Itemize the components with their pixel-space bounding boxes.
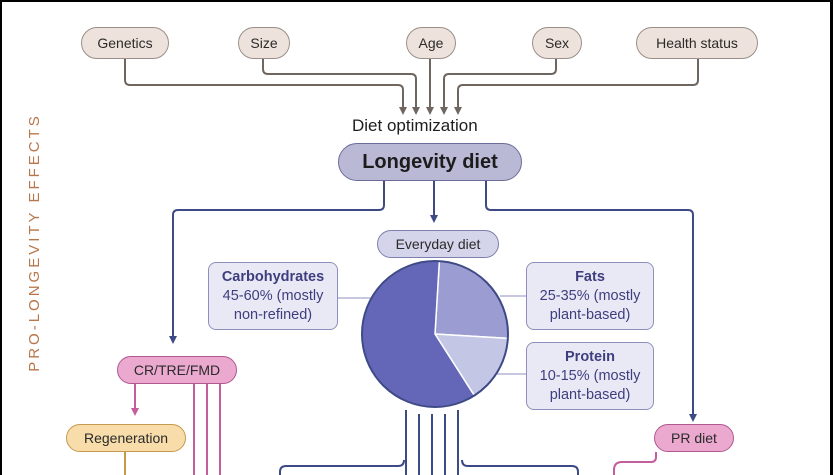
protein-title: Protein [565, 349, 615, 365]
side-label-text: PRO-LONGEVITY EFFECTS [25, 112, 43, 372]
fats-line1: 25-35% (mostly [539, 288, 641, 304]
pie-slice-fats [434, 260, 509, 340]
carbohydrates-title: Carbohydrates [221, 269, 325, 285]
sex-connector [440, 58, 557, 115]
factor-health-status: Health status [636, 27, 758, 59]
diet-optimization-label: Diet optimization [352, 116, 478, 135]
pr-connector [613, 452, 657, 475]
lower-right-connector [461, 459, 579, 475]
fats-line2: plant-based) [549, 307, 631, 323]
longevity-diet-node: Longevity diet [338, 143, 522, 181]
genetics-connector [124, 58, 407, 115]
fats-title: Fats [575, 269, 605, 285]
carbohydrates-line2: non-refined) [233, 307, 313, 323]
everyday-diet-node: Everyday diet [377, 230, 499, 258]
factor-connectors [124, 58, 699, 115]
lower-left-connector [279, 459, 405, 475]
side-label: PRO-LONGEVITY EFFECTS [24, 92, 44, 392]
pink-connectors [131, 382, 657, 475]
protein-line1: 10-15% (mostly [539, 368, 641, 384]
factor-size: Size [238, 27, 290, 59]
carbohydrates-box: Carbohydrates 45-60% (mostly non-refined… [208, 262, 338, 330]
to-pr-connector [485, 180, 697, 422]
size-connector [262, 58, 420, 115]
cr-tre-fmd-node: CR/TRE/FMD [117, 356, 237, 384]
fats-box: Fats 25-35% (mostly plant-based) [526, 262, 654, 330]
regeneration-node: Regeneration [66, 424, 186, 452]
macronutrient-pie [361, 260, 509, 408]
factor-genetics: Genetics [81, 27, 169, 59]
to-cr-connector [169, 180, 385, 344]
protein-box: Protein 10-15% (mostly plant-based) [526, 342, 654, 410]
health-connector [454, 58, 699, 115]
factor-sex: Sex [532, 27, 582, 59]
diet-connectors [169, 180, 697, 475]
pr-diet-node: PR diet [654, 424, 734, 452]
pie-outline [361, 260, 509, 408]
factor-age: Age [406, 27, 456, 59]
protein-line2: plant-based) [549, 387, 631, 403]
carbohydrates-line1: 45-60% (mostly [222, 288, 324, 304]
